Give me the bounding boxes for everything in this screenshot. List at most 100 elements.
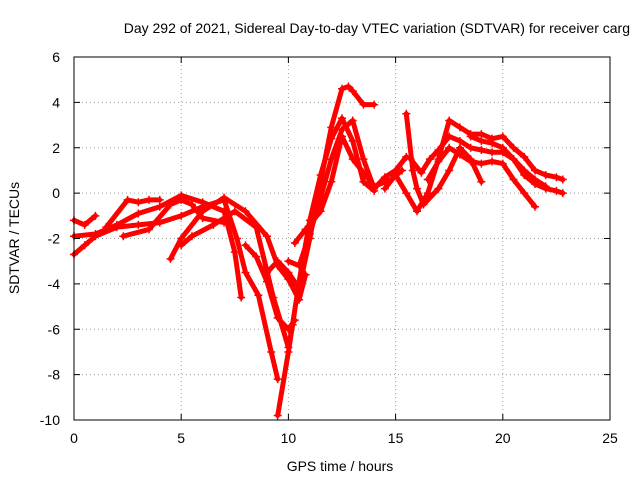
data-point-marker bbox=[80, 241, 89, 250]
data-point-marker bbox=[327, 155, 336, 164]
y-tick-label: 4 bbox=[52, 94, 60, 110]
data-point-marker bbox=[273, 313, 282, 322]
data-point-marker bbox=[284, 347, 293, 356]
data-point-marker bbox=[417, 168, 426, 177]
data-point-marker bbox=[445, 166, 454, 175]
axis-ticks bbox=[73, 56, 611, 421]
series-line bbox=[243, 242, 298, 332]
data-point-marker bbox=[398, 166, 407, 175]
data-point-marker bbox=[509, 175, 518, 184]
data-point-marker bbox=[406, 155, 415, 164]
data-point-marker bbox=[119, 232, 128, 241]
y-axis-title: SDTVAR / TECUs bbox=[6, 182, 22, 294]
data-point-marker bbox=[316, 207, 325, 216]
data-point-marker bbox=[359, 155, 368, 164]
data-point-marker bbox=[370, 100, 379, 109]
y-tick-label: -6 bbox=[48, 321, 61, 337]
x-tick-labels: 0 5 10 15 20 25 bbox=[70, 430, 618, 446]
data-point-marker bbox=[134, 220, 143, 229]
data-point-marker bbox=[134, 209, 143, 218]
data-point-marker bbox=[155, 195, 164, 204]
y-tick-label: 2 bbox=[52, 140, 60, 156]
data-point-marker bbox=[252, 252, 261, 261]
series-line bbox=[408, 133, 566, 196]
grid bbox=[74, 57, 610, 420]
data-point-marker bbox=[530, 202, 539, 211]
data-point-marker bbox=[466, 157, 475, 166]
data-point-marker bbox=[445, 116, 454, 125]
data-point-marker bbox=[241, 207, 250, 216]
data-point-marker bbox=[434, 157, 443, 166]
data-point-marker bbox=[520, 152, 529, 161]
data-point-marker bbox=[552, 173, 561, 182]
data-point-marker bbox=[338, 114, 346, 123]
data-point-marker bbox=[509, 143, 518, 152]
data-point-marker bbox=[187, 232, 196, 241]
data-point-marker bbox=[359, 177, 368, 186]
data-point-marker bbox=[241, 241, 250, 250]
data-point-marker bbox=[252, 223, 261, 232]
data-point-marker bbox=[198, 198, 207, 207]
data-point-marker bbox=[498, 132, 507, 141]
data-point-marker bbox=[338, 132, 346, 141]
data-point-marker bbox=[488, 148, 497, 157]
data-point-marker bbox=[230, 207, 239, 216]
y-tick-label: -4 bbox=[48, 276, 61, 292]
data-point-marker bbox=[198, 207, 207, 216]
data-point-marker bbox=[80, 220, 89, 229]
data-point-marker bbox=[445, 143, 454, 152]
data-point-marker bbox=[359, 100, 368, 109]
chart-title: Day 292 of 2021, Sidereal Day-to-day VTE… bbox=[124, 20, 630, 36]
data-point-marker bbox=[391, 170, 400, 179]
data-point-marker bbox=[509, 155, 518, 164]
data-point-marker bbox=[237, 293, 246, 302]
data-point-marker bbox=[370, 182, 379, 191]
data-point-marker bbox=[220, 193, 229, 202]
data-point-marker bbox=[488, 139, 497, 148]
data-point-marker bbox=[327, 177, 336, 186]
data-point-marker bbox=[477, 146, 486, 155]
data-point-marker bbox=[262, 232, 271, 241]
data-point-marker bbox=[145, 225, 154, 234]
data-point-marker bbox=[166, 254, 175, 263]
data-point-marker bbox=[301, 225, 310, 234]
data-point-marker bbox=[558, 175, 567, 184]
data-point-marker bbox=[232, 234, 241, 243]
data-point-marker bbox=[177, 234, 186, 243]
data-point-marker bbox=[305, 229, 314, 238]
data-point-marker bbox=[445, 132, 454, 141]
data-point-marker bbox=[488, 157, 497, 166]
data-point-marker bbox=[230, 248, 239, 257]
data-point-marker bbox=[498, 143, 507, 152]
data-point-marker bbox=[348, 136, 357, 145]
data-point-marker bbox=[541, 182, 550, 191]
data-point-marker bbox=[434, 184, 443, 193]
data-point-marker bbox=[530, 175, 539, 184]
data-series bbox=[70, 82, 567, 420]
data-point-marker bbox=[177, 195, 186, 204]
data-point-marker bbox=[91, 229, 100, 238]
data-point-marker bbox=[477, 136, 486, 145]
y-tick-label: 0 bbox=[52, 185, 60, 201]
data-point-marker bbox=[348, 116, 357, 125]
y-tick-label: -10 bbox=[40, 412, 60, 428]
data-point-marker bbox=[241, 268, 250, 277]
data-point-marker bbox=[254, 291, 263, 300]
series-line bbox=[292, 133, 405, 246]
data-point-marker bbox=[402, 109, 411, 118]
data-point-marker bbox=[520, 189, 529, 198]
series-line bbox=[264, 84, 377, 291]
data-point-marker bbox=[295, 284, 304, 293]
data-point-marker bbox=[455, 123, 464, 132]
series-track-12 bbox=[290, 132, 407, 248]
data-point-marker bbox=[348, 87, 357, 96]
data-point-marker bbox=[402, 189, 411, 198]
y-tick-label: -8 bbox=[48, 367, 61, 383]
data-point-marker bbox=[434, 146, 443, 155]
x-axis-title: GPS time / hours bbox=[287, 458, 394, 474]
data-point-marker bbox=[498, 159, 507, 168]
data-point-marker bbox=[359, 168, 368, 177]
data-point-marker bbox=[455, 136, 464, 145]
data-point-marker bbox=[91, 211, 100, 220]
data-point-marker bbox=[338, 125, 346, 134]
